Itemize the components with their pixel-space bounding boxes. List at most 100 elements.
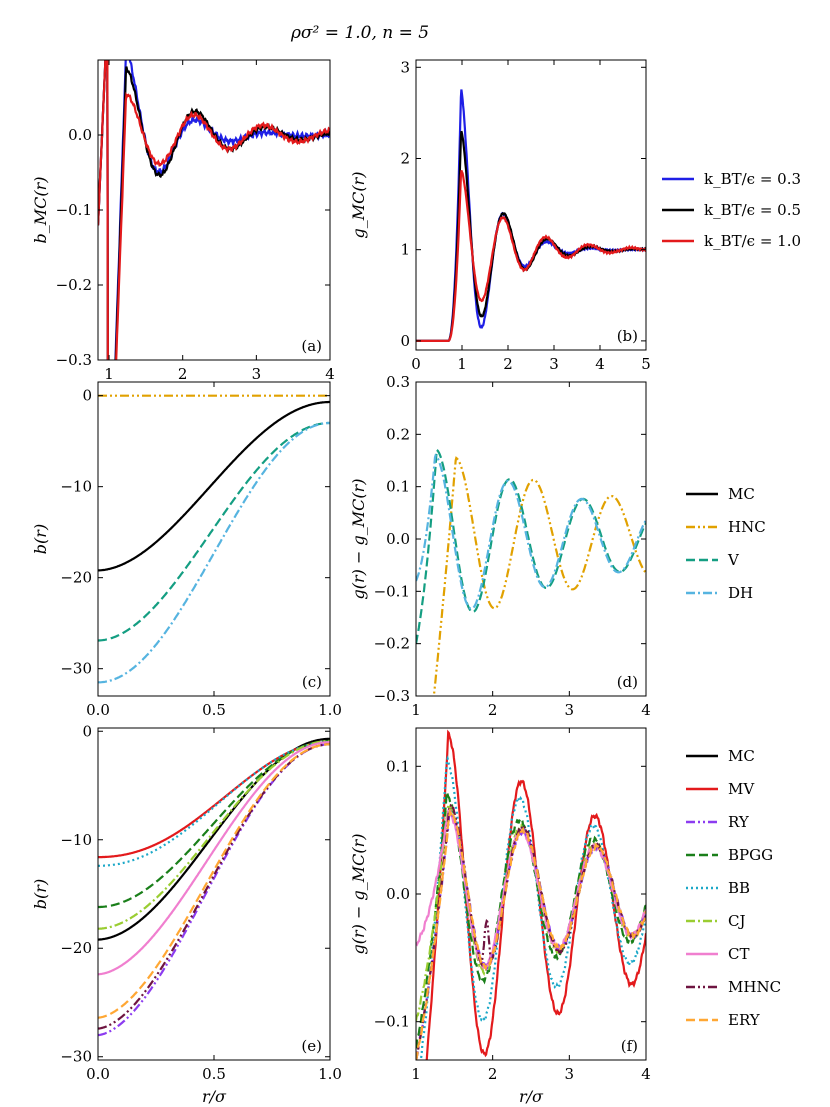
x-tick-label: 0.5 (202, 1065, 226, 1083)
series-line-k-bt-0-5 (416, 130, 646, 342)
panel-e: 0.0 0.5 1.0 −30 −20 −10 0 (e) b(r) r/σ (31, 722, 342, 1106)
y-tick-label: 0.3 (386, 373, 410, 391)
panel-f: 1 2 3 4 −0.1 0.0 0.1 (f) g(r) − g_MC(r) r/σ (349, 727, 651, 1106)
x-tick-label: 3 (565, 1065, 575, 1083)
x-tick-label: 1.0 (318, 701, 342, 719)
series-line-ct (98, 741, 330, 976)
y-axis-label: g(r) − g_MC(r) (349, 834, 368, 955)
legend-entry: CJ (728, 912, 746, 930)
x-tick-label: 5 (641, 355, 651, 373)
series-line-v (98, 421, 330, 642)
legend-entry: V (727, 551, 740, 569)
series-line-bpgg (98, 739, 330, 909)
axes-frame (97, 381, 331, 697)
legend-entry: DH (728, 584, 753, 602)
y-tick-label: −30 (60, 1048, 92, 1066)
y-tick-label: 0.1 (386, 478, 410, 496)
series-line-ery (98, 743, 330, 1019)
series-group (98, 394, 330, 684)
panel-c: 0.0 0.5 1.0 −30 −20 −10 0 (c) b(r) (31, 381, 342, 719)
legend-entry: HNC (728, 518, 766, 536)
y-axis-label: b_MC(r) (31, 177, 50, 244)
series-group (416, 729, 646, 1060)
series-line-dh (416, 453, 646, 610)
y-axis-label: g_MC(r) (349, 172, 368, 239)
y-tick-label: 0.2 (386, 425, 410, 443)
series-group (98, 60, 330, 360)
y-axis-label: b(r) (31, 879, 50, 909)
legend-entry: MHNC (728, 978, 781, 996)
panel-label: (f) (621, 1037, 638, 1055)
x-tick-label: 3 (252, 365, 262, 383)
legend-entry: MV (728, 780, 755, 798)
x-tick-label: 3 (549, 355, 559, 373)
x-tick-label: 1 (411, 701, 421, 719)
legend-entry: MC (728, 485, 755, 503)
panel-b: 0 1 2 3 4 5 0 1 2 3 (b) g_MC(r) (349, 58, 651, 373)
figure-title: ρσ² = 1.0, n = 5 (290, 23, 429, 43)
x-tick-label: 1 (457, 355, 467, 373)
x-axis-label: r/σ (519, 1087, 544, 1106)
legend-entry: RY (728, 813, 750, 831)
series-line-bb (98, 741, 330, 867)
legend-entry: k_BT/ϵ = 0.3 (704, 170, 801, 188)
x-tick-label: 0.0 (86, 1065, 110, 1083)
x-tick-label: 4 (641, 701, 651, 719)
x-tick-label: 2 (488, 701, 498, 719)
legend-entry: ERY (728, 1011, 761, 1029)
y-tick-label: 0 (400, 332, 410, 350)
y-tick-label: −0.1 (374, 1013, 410, 1031)
y-tick-label: 0 (82, 722, 92, 740)
x-tick-label: 2 (178, 365, 188, 383)
series-line-ery (416, 807, 646, 1060)
y-tick-label: −0.1 (374, 582, 410, 600)
y-tick-label: −0.3 (56, 351, 92, 369)
axes-frame (97, 727, 331, 1061)
series-line-hnc (432, 456, 646, 696)
x-tick-label: 0.0 (86, 701, 110, 719)
series-line-dh (98, 421, 330, 684)
y-tick-label: −20 (60, 939, 92, 957)
series-line-bpgg (416, 791, 646, 1049)
legend-entry: CT (728, 945, 749, 963)
series-line-k-bt-0-3 (98, 60, 330, 360)
series-group (416, 448, 646, 696)
legend-closures-1: MC HNC V DH (686, 485, 766, 602)
y-axis-label: g(r) − g_MC(r) (349, 479, 368, 600)
y-tick-label: −0.2 (374, 635, 410, 653)
panel-label: (a) (301, 337, 322, 355)
x-tick-label: 3 (565, 701, 575, 719)
y-tick-label: −10 (60, 831, 92, 849)
series-line-cj (416, 802, 646, 1021)
x-axis-label: r/σ (202, 1087, 227, 1106)
panel-a: 1 2 3 4 −0.3 −0.2 −0.1 0.0 (a) b_MC(r) (31, 59, 335, 383)
y-tick-label: −0.1 (56, 201, 92, 219)
y-tick-label: −0.3 (374, 687, 410, 705)
series-line-k-bt-0-5 (98, 60, 330, 360)
legend-closures-2: MC MV RY BPGG BB CJ CT MHNC ERY (686, 747, 781, 1029)
x-tick-label: 1.0 (318, 1065, 342, 1083)
y-tick-label: −30 (60, 660, 92, 678)
x-tick-label: 0 (411, 355, 421, 373)
y-tick-label: 0.0 (386, 530, 410, 548)
series-line-cj (98, 739, 330, 930)
series-group (416, 89, 646, 342)
panel-d: 1 2 3 4 −0.3 −0.2 −0.1 0.0 0.1 0.2 0.3 (d) g(r) − g_… (349, 373, 651, 719)
panel-label: (d) (617, 673, 638, 691)
axes-frame (415, 381, 647, 697)
series-line-ct (416, 807, 646, 970)
axes-frame (415, 59, 647, 351)
legend-temperature: k_BT/ϵ = 0.3 k_BT/ϵ = 0.5 k_BT/ϵ = 1.0 (662, 170, 801, 250)
y-tick-label: 0 (82, 387, 92, 405)
x-tick-label: 0.5 (202, 701, 226, 719)
y-axis-label: b(r) (31, 524, 50, 554)
x-tick-label: 4 (325, 365, 335, 383)
y-tick-label: 0.1 (386, 757, 410, 775)
legend-entry: k_BT/ϵ = 0.5 (704, 201, 801, 219)
series-line-mhnc (98, 743, 330, 1030)
legend-entry: MC (728, 747, 755, 765)
series-group (98, 737, 330, 1037)
series-line-mc (98, 737, 330, 941)
panel-label: (c) (302, 673, 322, 691)
